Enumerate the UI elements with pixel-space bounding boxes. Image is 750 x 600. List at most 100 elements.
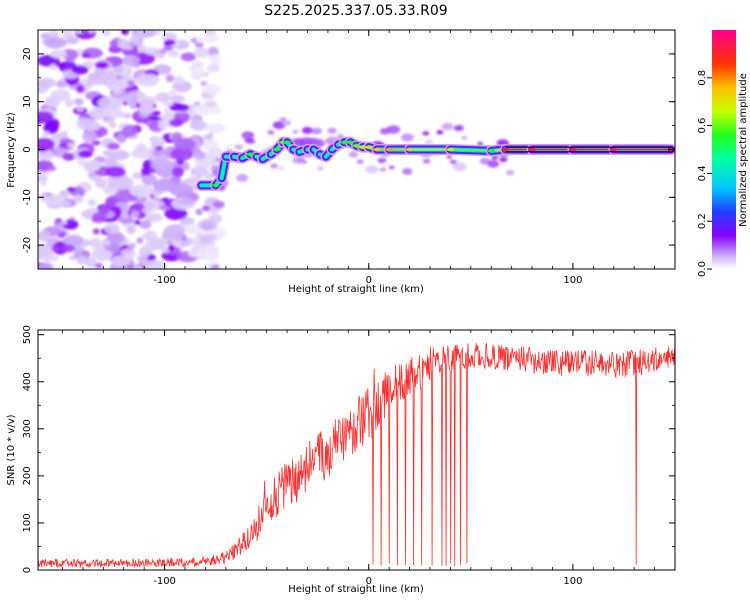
noise-blob [204,122,226,134]
y-tick-label: -20 [22,237,33,253]
noise-blob [122,112,132,119]
noise-blob [356,159,364,165]
noise-blob [76,106,84,112]
noise-blob [67,143,76,148]
noise-blob [209,105,221,114]
noise-blob [301,126,313,134]
noise-blob [97,96,124,110]
noise-blob [66,187,76,192]
noise-blob [127,242,137,249]
noise-blob [163,101,174,107]
noise-blob [106,231,125,245]
noise-blob [80,210,91,218]
x-tick-label: -100 [153,275,176,286]
noise-blob [94,178,107,189]
colorbar-label: Normalized spectral amplitude [738,73,749,227]
noise-blob [59,190,70,198]
noise-blob [127,80,135,86]
noise-blob [203,134,213,140]
noise-blob [179,216,194,226]
noise-blob [109,122,117,129]
noise-blob [82,130,98,143]
noise-blob [103,240,111,246]
noise-blob [132,171,142,180]
noise-blob [123,101,128,106]
noise-blob [377,157,387,164]
noise-blob [141,260,148,266]
noise-blob [167,244,175,252]
noise-blob [112,66,124,73]
noise-blob [137,95,158,107]
ridge-hotspot [272,147,281,152]
noise-blob [441,122,454,131]
noise-blob [64,98,74,108]
noise-blob [234,144,244,150]
colorbar-tick-label: 0.4 [697,165,708,181]
noise-blob [193,150,206,160]
noise-blob [193,164,207,175]
noise-blob [201,92,211,98]
noise-blob [348,151,359,158]
noise-blob [152,149,163,157]
noise-blob [110,150,130,161]
ridge-hotspot [528,147,537,152]
y-tick-label: 500 [22,325,33,344]
colorbar-tick-label: 0.6 [697,118,708,134]
y-tick-label: 200 [22,466,33,485]
noise-blob [202,205,211,211]
y-tick-label: 300 [22,419,33,438]
noise-blob [453,125,464,132]
noise-blob [94,66,105,76]
noise-blob [195,208,203,216]
noise-blob [131,30,154,39]
noise-blob [71,65,89,75]
noise-blob [267,130,275,135]
noise-blob [196,36,204,44]
noise-blob [113,89,122,95]
noise-blob [68,255,77,260]
noise-blob [139,104,154,114]
noise-blob [73,98,84,106]
noise-blob [38,230,51,242]
noise-blob [110,255,132,267]
noise-blob [144,259,166,269]
noise-blob [452,162,467,172]
y-tick-label: 20 [22,48,33,61]
noise-blob [487,160,500,168]
noise-blob [105,166,126,178]
noise-blob [203,32,219,44]
noise-blob [130,36,139,44]
noise-blob [107,142,120,150]
noise-blob [180,239,192,247]
noise-blob [173,75,185,85]
noise-blob [60,130,68,137]
noise-blob [73,194,83,201]
noise-blob [76,255,88,265]
noise-blob [165,74,175,83]
noise-blob [327,127,337,134]
noise-blob [102,106,123,119]
noise-blob [175,104,190,112]
ridge-hotspot [340,140,349,144]
noise-blob [209,54,221,66]
noise-blob [60,244,76,253]
noise-blob [98,205,110,216]
noise-blob [505,169,515,176]
noise-blob [181,198,194,205]
noise-blob [47,166,57,171]
noise-blob [136,237,144,244]
noise-blob [40,181,47,187]
ridge-hotspot [352,144,361,148]
noise-blob [92,228,100,235]
noise-blob [161,230,172,240]
noise-blob [129,184,155,198]
noise-blob [164,39,176,46]
noise-blob [62,238,69,244]
ridge-hotspot [446,147,455,152]
noise-blob [425,139,433,145]
noise-blob [491,155,499,160]
noise-blob [85,257,97,268]
noise-blob [402,168,413,175]
